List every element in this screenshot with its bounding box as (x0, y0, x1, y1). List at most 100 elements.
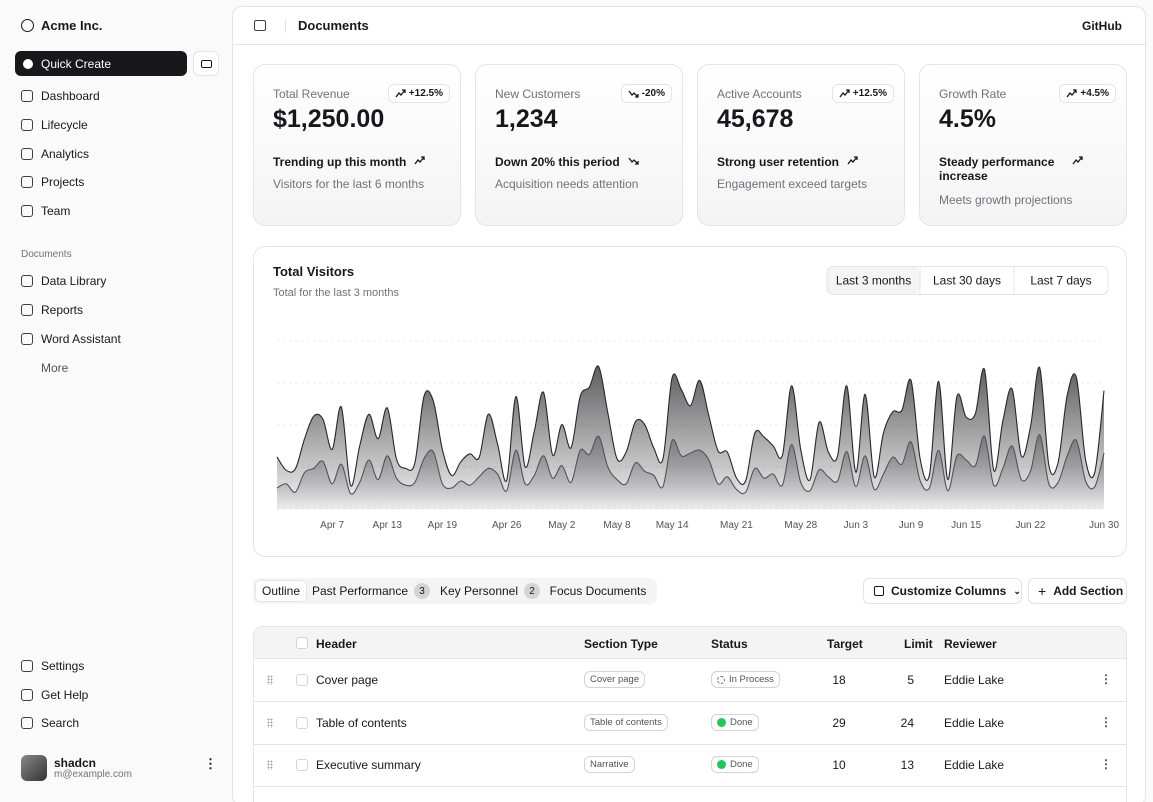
tab[interactable]: Focus Documents (545, 580, 651, 602)
stat-card: Total Revenue +12.5% $1,250.00 Trending up … (253, 64, 461, 226)
range-option[interactable]: Last 7 days (1030, 274, 1091, 288)
table-body: Header Section Type Status Target Limit Revie… (254, 627, 1126, 802)
trend-icon (628, 157, 639, 165)
x-tick-label: Jun 22 (1015, 520, 1045, 531)
trend-badge: +4.5% (1059, 84, 1116, 103)
x-tick-label: Apr 19 (428, 520, 458, 531)
cell-target[interactable]: 18 (832, 673, 846, 687)
tab-bar (253, 578, 657, 604)
nav-label: Settings (41, 659, 85, 673)
drag-handle[interactable] (267, 675, 273, 685)
avatar (21, 755, 47, 781)
x-tick-label: Apr 7 (320, 520, 344, 531)
table-row (254, 744, 1126, 787)
brand-name: Acme Inc. (41, 18, 103, 33)
headline-text: Down 20% this period (495, 155, 620, 169)
github-link[interactable]: GitHub (1082, 19, 1122, 33)
trend-badge: +12.5% (387, 84, 450, 103)
headline-text: Steady performance increase (939, 155, 1055, 183)
nav-label: Lifecycle (41, 117, 88, 132)
badge-text: Done (730, 759, 753, 770)
nav-item[interactable]: More (21, 358, 68, 378)
cell-target[interactable]: 29 (832, 715, 846, 730)
x-tick-label: Apr 13 (373, 520, 403, 531)
customize-columns-button[interactable]: Customize Columns ⌄ (863, 578, 1022, 604)
checkbox[interactable] (296, 674, 308, 686)
section-type-badge: Cover page (584, 671, 646, 688)
checkbox[interactable] (296, 759, 308, 771)
cell-reviewer: Eddie Lake (944, 758, 1005, 772)
page-title: Documents (298, 18, 369, 33)
nav-label: Word Assistant (41, 332, 121, 346)
x-tick-label: Apr 26 (492, 520, 522, 531)
user-email: m@example.com (54, 769, 132, 780)
tab[interactable]: Past Performance 3 (307, 580, 435, 602)
tab-label: Focus Documents (549, 584, 647, 598)
cell-limit[interactable]: 5 (907, 673, 914, 687)
row-menu[interactable]: ⋮ (1100, 757, 1112, 771)
nav-item[interactable]: Dashboard (21, 86, 100, 106)
nav-label: More (41, 361, 69, 375)
badge-text: +12.5% (852, 88, 887, 99)
tab[interactable]: Outline (255, 580, 307, 602)
trend-icon (839, 89, 850, 98)
row-menu[interactable]: ⋮ (1100, 714, 1112, 729)
nav-label: Get Help (41, 687, 89, 702)
trend-icon (628, 90, 639, 98)
nav-item[interactable]: Data Library (21, 271, 106, 291)
nav-label: Reports (41, 303, 84, 317)
card-note: Acquisition needs attention (495, 177, 639, 191)
cell-limit[interactable]: 24 (900, 715, 914, 730)
cell-target[interactable]: 10 (832, 758, 846, 772)
column-header: Header (316, 637, 357, 651)
nav-item[interactable]: Word Assistant (21, 329, 121, 349)
range-option[interactable]: Last 3 months (836, 274, 911, 288)
card-label: Growth Rate (939, 87, 1007, 101)
stat-card: Active Accounts +12.5% 45,678 Strong user r… (697, 64, 905, 226)
drag-handle[interactable] (267, 760, 273, 770)
area-line (276, 434, 1105, 495)
x-tick-label: May 8 (603, 520, 631, 531)
tab-count: 3 (414, 583, 431, 599)
nav-item[interactable]: Search (21, 713, 79, 733)
status-icon (717, 717, 726, 727)
badge-text: -20% (641, 88, 665, 99)
drag-handle[interactable] (267, 717, 273, 728)
quick-create-button[interactable]: Quick Create (15, 51, 187, 76)
chart: Total Visitors Total for the last 3 month… (273, 264, 1119, 531)
checkbox[interactable] (296, 637, 308, 649)
card-note: Visitors for the last 6 months (273, 177, 425, 191)
nav-label: Dashboard (41, 89, 100, 103)
user-menu[interactable]: ⋮ (204, 756, 217, 771)
user-name: shadcn (54, 756, 97, 770)
nav-item[interactable]: Get Help (21, 685, 88, 705)
inbox-button[interactable] (193, 51, 219, 76)
brand[interactable]: Acme Inc. (21, 18, 102, 33)
nav-item[interactable]: Projects (21, 172, 84, 192)
nav-item[interactable]: Settings (21, 656, 84, 676)
nav-icon (21, 147, 33, 160)
nav-item[interactable]: Reports (21, 300, 83, 320)
cell-limit[interactable]: 13 (900, 758, 914, 772)
nav-item[interactable]: Lifecycle (21, 115, 88, 135)
columns-icon (874, 586, 884, 596)
table-header (254, 627, 1126, 659)
row-menu[interactable]: ⋮ (1100, 672, 1112, 686)
sidebar-toggle[interactable] (254, 20, 266, 31)
table-row (254, 702, 1126, 745)
nav-item[interactable]: Team (21, 201, 70, 221)
add-section-button[interactable]: + Add Section (1028, 578, 1127, 604)
checkbox[interactable] (296, 716, 308, 729)
tab[interactable]: Key Personnel 2 (435, 580, 545, 602)
nav-icon (21, 717, 33, 729)
nav-item[interactable]: Analytics (21, 144, 89, 164)
nav-icon (21, 660, 33, 672)
section-heading: Documents (21, 249, 72, 260)
stat-card: Growth Rate +4.5% 4.5% Steady performance i… (919, 64, 1127, 226)
range-option[interactable]: Last 30 days (933, 274, 1001, 288)
brand-icon (21, 19, 34, 32)
cell-header: Executive summary (316, 758, 421, 772)
x-tick-label: May 21 (720, 520, 753, 531)
nav-label: Team (41, 204, 71, 219)
